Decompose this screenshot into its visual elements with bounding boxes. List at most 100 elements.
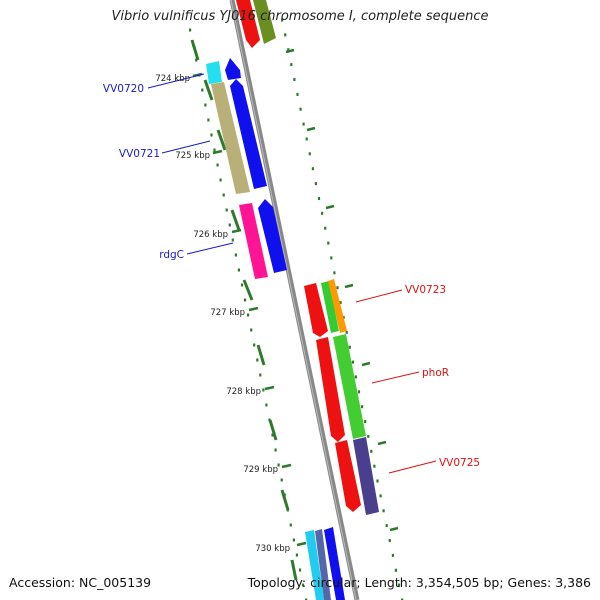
chromosome-backbone: [229, 0, 360, 600]
scale-dot: [259, 373, 262, 377]
scale-dot: [240, 283, 244, 287]
scale-dot: [225, 208, 228, 212]
tick-label: 728 kbp: [226, 387, 261, 397]
scale-dot: [281, 18, 284, 22]
label-leaders: [147, 73, 437, 474]
scale-dot: [391, 553, 394, 557]
scale-dot: [296, 92, 299, 96]
scale-dot: [397, 583, 401, 587]
gene-label-phoR[interactable]: phoR: [422, 367, 449, 379]
scale-dot: [364, 420, 367, 423]
scale-dot: [216, 163, 219, 167]
tick-label: 729 kbp: [243, 465, 278, 475]
tick-label: 724 kbp: [155, 74, 190, 84]
scale-dot: [295, 553, 298, 557]
scale-dot: [268, 418, 271, 422]
gene-rdgC-pink[interactable]: [239, 203, 268, 279]
scale-dot: [192, 43, 195, 47]
scale-dot: [274, 448, 277, 452]
scale-dot: [204, 103, 207, 107]
inner-scale-dots: [281, 18, 404, 600]
scale-dot: [271, 433, 274, 437]
scale-dot: [195, 58, 198, 62]
scale-dot: [317, 197, 321, 200]
scale-dot: [339, 301, 342, 305]
scale-dot: [321, 211, 324, 215]
gene-VV0723-green[interactable]: [321, 281, 339, 333]
scale-dot: [333, 271, 336, 275]
scale-dot: [256, 358, 259, 362]
gene-VV0720-cyan[interactable]: [206, 61, 222, 84]
scale-dot: [379, 494, 382, 498]
scale-dot: [222, 193, 225, 197]
gene-feature[interactable]: [324, 527, 345, 600]
scale-dot: [357, 390, 361, 394]
scale-dot: [247, 313, 250, 317]
gene-VV0723-red[interactable]: [304, 283, 328, 337]
scale-dot: [336, 286, 339, 290]
tick-label: 726 kbp: [193, 230, 228, 240]
gene-VV0721[interactable]: [230, 79, 267, 189]
scale-dot: [289, 523, 292, 527]
scale-dot: [382, 509, 385, 513]
gene-VV0725[interactable]: [353, 437, 379, 515]
scale-dot: [262, 388, 265, 392]
scale-dot: [277, 463, 280, 467]
gene-label-VV0720[interactable]: VV0720: [103, 83, 144, 95]
tick-label: 727 kbp: [210, 308, 245, 318]
outer-scale-track: [190, 39, 298, 581]
scale-dot: [385, 524, 388, 528]
scale-dot: [207, 118, 210, 122]
scale-dot: [280, 478, 283, 482]
scale-dot: [283, 493, 286, 497]
scale-dot: [361, 405, 364, 409]
gene-VV0720[interactable]: [225, 58, 241, 80]
scale-dot: [342, 315, 345, 319]
gene-label-rdgC[interactable]: rdgC: [159, 249, 184, 261]
scale-dot: [373, 464, 376, 468]
gene-rdgC[interactable]: [258, 199, 287, 273]
gene-feature[interactable]: [315, 529, 331, 600]
scale-dot: [253, 343, 256, 347]
scale-dot: [301, 583, 305, 587]
scale-dot: [311, 167, 314, 171]
gene-label-VV0723[interactable]: VV0723: [405, 284, 446, 296]
gene-VV0723[interactable]: [328, 279, 347, 333]
gene-feature[interactable]: [305, 530, 324, 600]
gene-label-VV0725[interactable]: VV0725: [439, 457, 480, 469]
scale-dot: [324, 226, 327, 230]
topology-info: Topology: circular; Length: 3,354,505 bp…: [247, 575, 591, 590]
gene-VV0721-tan[interactable]: [211, 82, 250, 194]
scale-dot: [376, 479, 379, 483]
scale-dot: [228, 223, 231, 227]
scale-dot: [327, 241, 330, 245]
gene-phoR[interactable]: [333, 334, 366, 439]
scale-dot: [388, 539, 391, 542]
gene-label-VV0721[interactable]: VV0721: [119, 148, 160, 160]
scale-dot: [213, 148, 216, 152]
scale-dot: [354, 375, 357, 379]
accession-label: Accession: NC_005139: [9, 575, 152, 590]
scale-dot: [314, 182, 317, 186]
scale-dot: [201, 88, 204, 92]
scale-dot: [287, 48, 290, 52]
scale-dot: [370, 449, 373, 453]
major-ticks: [192, 48, 399, 547]
scale-dot: [298, 568, 302, 572]
gene-feature[interactable]: [236, 0, 260, 48]
scale-dot: [286, 508, 289, 512]
scale-dot: [351, 360, 354, 364]
scale-dot: [394, 568, 397, 572]
scale-dot: [265, 403, 268, 407]
gene-phoR-red[interactable]: [316, 337, 345, 442]
scale-dot: [345, 330, 348, 334]
scale-dot: [231, 238, 234, 242]
scale-dot: [237, 268, 240, 272]
gene-feature[interactable]: [253, 0, 276, 44]
scale-dot: [250, 328, 253, 332]
scale-dot: [290, 63, 293, 67]
tick-label: 725 kbp: [175, 151, 210, 161]
gene-VV0725-red[interactable]: [335, 440, 361, 512]
scale-dot: [219, 178, 222, 182]
